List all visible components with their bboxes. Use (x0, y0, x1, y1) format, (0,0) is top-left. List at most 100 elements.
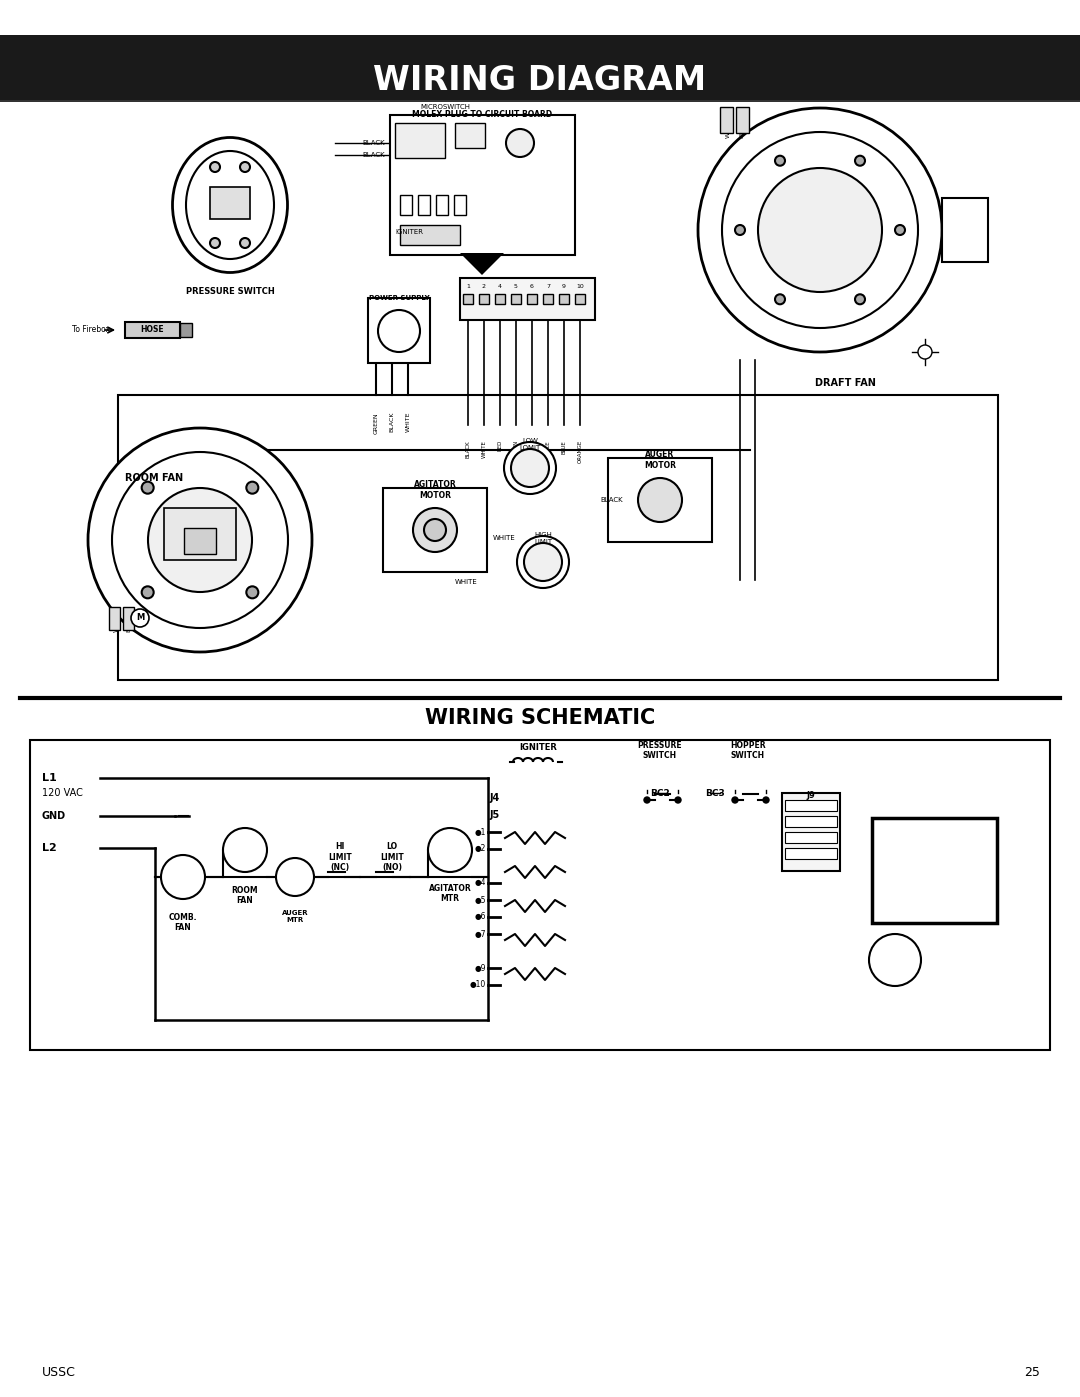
Text: PRESSURE
SWITCH: PRESSURE SWITCH (637, 740, 683, 760)
Circle shape (87, 427, 312, 652)
Text: MICROSWITCH: MICROSWITCH (420, 103, 470, 110)
Bar (455, 123, 485, 148)
Circle shape (246, 587, 258, 598)
Polygon shape (460, 253, 504, 275)
Bar (543, 293, 553, 305)
Circle shape (141, 587, 153, 598)
Text: 25: 25 (1024, 1365, 1040, 1379)
Text: AUGER
MOTOR: AUGER MOTOR (644, 450, 676, 471)
Polygon shape (0, 96, 1080, 102)
Circle shape (161, 855, 205, 900)
Circle shape (675, 798, 681, 803)
Text: ●10: ●10 (470, 981, 486, 989)
Bar (210, 187, 249, 219)
Circle shape (735, 225, 745, 235)
Circle shape (428, 828, 472, 872)
Text: L2: L2 (42, 842, 57, 854)
Bar (164, 509, 237, 560)
Bar (495, 293, 505, 305)
Text: ●6: ●6 (474, 912, 486, 922)
Text: BLACK: BLACK (126, 612, 132, 633)
Bar (30, 740, 1050, 1051)
Text: GREEN: GREEN (374, 412, 378, 433)
Circle shape (869, 935, 921, 986)
Ellipse shape (186, 151, 274, 258)
Bar (0, 35, 1080, 101)
Bar (575, 293, 585, 305)
Bar (785, 800, 837, 812)
Text: GREEN: GREEN (529, 440, 535, 458)
Circle shape (210, 162, 220, 172)
Text: HIGH
LIMIT: HIGH LIMIT (534, 532, 552, 545)
Bar (118, 395, 998, 680)
Text: 7: 7 (546, 285, 550, 289)
Text: WHITE: WHITE (113, 612, 119, 633)
Text: ORANGE: ORANGE (578, 440, 582, 464)
Bar (123, 608, 134, 630)
Bar (559, 293, 569, 305)
Text: PRESSURE SWITCH: PRESSURE SWITCH (186, 286, 274, 296)
Bar (608, 458, 712, 542)
Bar (463, 293, 473, 305)
Polygon shape (0, 63, 1080, 68)
Text: COMB.
FAN: COMB. FAN (168, 914, 198, 932)
Text: BLACK: BLACK (740, 117, 744, 138)
Circle shape (378, 310, 420, 352)
Circle shape (210, 237, 220, 249)
Bar (782, 793, 840, 870)
Circle shape (775, 295, 785, 305)
Text: 5: 5 (514, 285, 518, 289)
Text: J5: J5 (490, 810, 500, 820)
Bar (785, 816, 837, 827)
Text: 6: 6 (530, 285, 534, 289)
Circle shape (895, 225, 905, 235)
Circle shape (424, 520, 446, 541)
Text: WHITE: WHITE (726, 117, 730, 138)
Text: 9: 9 (562, 285, 566, 289)
Text: IGNITER: IGNITER (519, 743, 557, 752)
Text: 1: 1 (467, 285, 470, 289)
Text: ●4: ●4 (474, 879, 486, 887)
Circle shape (413, 509, 457, 552)
Text: BLACK: BLACK (465, 440, 471, 458)
Text: 120 VAC: 120 VAC (42, 788, 83, 798)
Text: BROWN: BROWN (513, 440, 518, 461)
Text: J4: J4 (490, 793, 500, 803)
Bar (390, 115, 575, 256)
Circle shape (855, 295, 865, 305)
Bar (125, 321, 180, 338)
Circle shape (524, 543, 562, 581)
Text: L1: L1 (42, 773, 57, 782)
Text: BLACK: BLACK (363, 140, 384, 147)
Circle shape (276, 858, 314, 895)
Circle shape (762, 798, 769, 803)
Text: POWER SUPPLY: POWER SUPPLY (368, 295, 430, 300)
Text: ROOM FAN: ROOM FAN (125, 474, 184, 483)
Circle shape (112, 453, 288, 629)
Circle shape (246, 482, 258, 493)
Circle shape (855, 155, 865, 166)
Bar (418, 196, 430, 215)
Text: ●1: ●1 (474, 827, 486, 837)
Bar (400, 196, 411, 215)
Text: RED: RED (498, 440, 502, 451)
Text: LO
LIMIT
(NO): LO LIMIT (NO) (380, 842, 404, 872)
Circle shape (644, 798, 650, 803)
Circle shape (240, 237, 249, 249)
Bar (454, 196, 465, 215)
Text: AGITATOR
MOTOR: AGITATOR MOTOR (414, 481, 457, 500)
Bar (785, 833, 837, 842)
Text: 2: 2 (482, 285, 486, 289)
Text: WHITE: WHITE (455, 578, 477, 585)
Bar (720, 108, 733, 133)
Text: USSC: USSC (42, 1365, 76, 1379)
Text: WIRING SCHEMATIC: WIRING SCHEMATIC (424, 708, 656, 728)
Circle shape (723, 131, 918, 328)
Text: PURPLE: PURPLE (545, 440, 551, 461)
Text: ●9: ●9 (474, 964, 486, 972)
Text: M: M (136, 613, 144, 623)
Bar (109, 608, 120, 630)
Bar (735, 108, 750, 133)
Text: To Firebox: To Firebox (72, 326, 110, 334)
Text: HOPPER
SWITCH: HOPPER SWITCH (730, 740, 766, 760)
